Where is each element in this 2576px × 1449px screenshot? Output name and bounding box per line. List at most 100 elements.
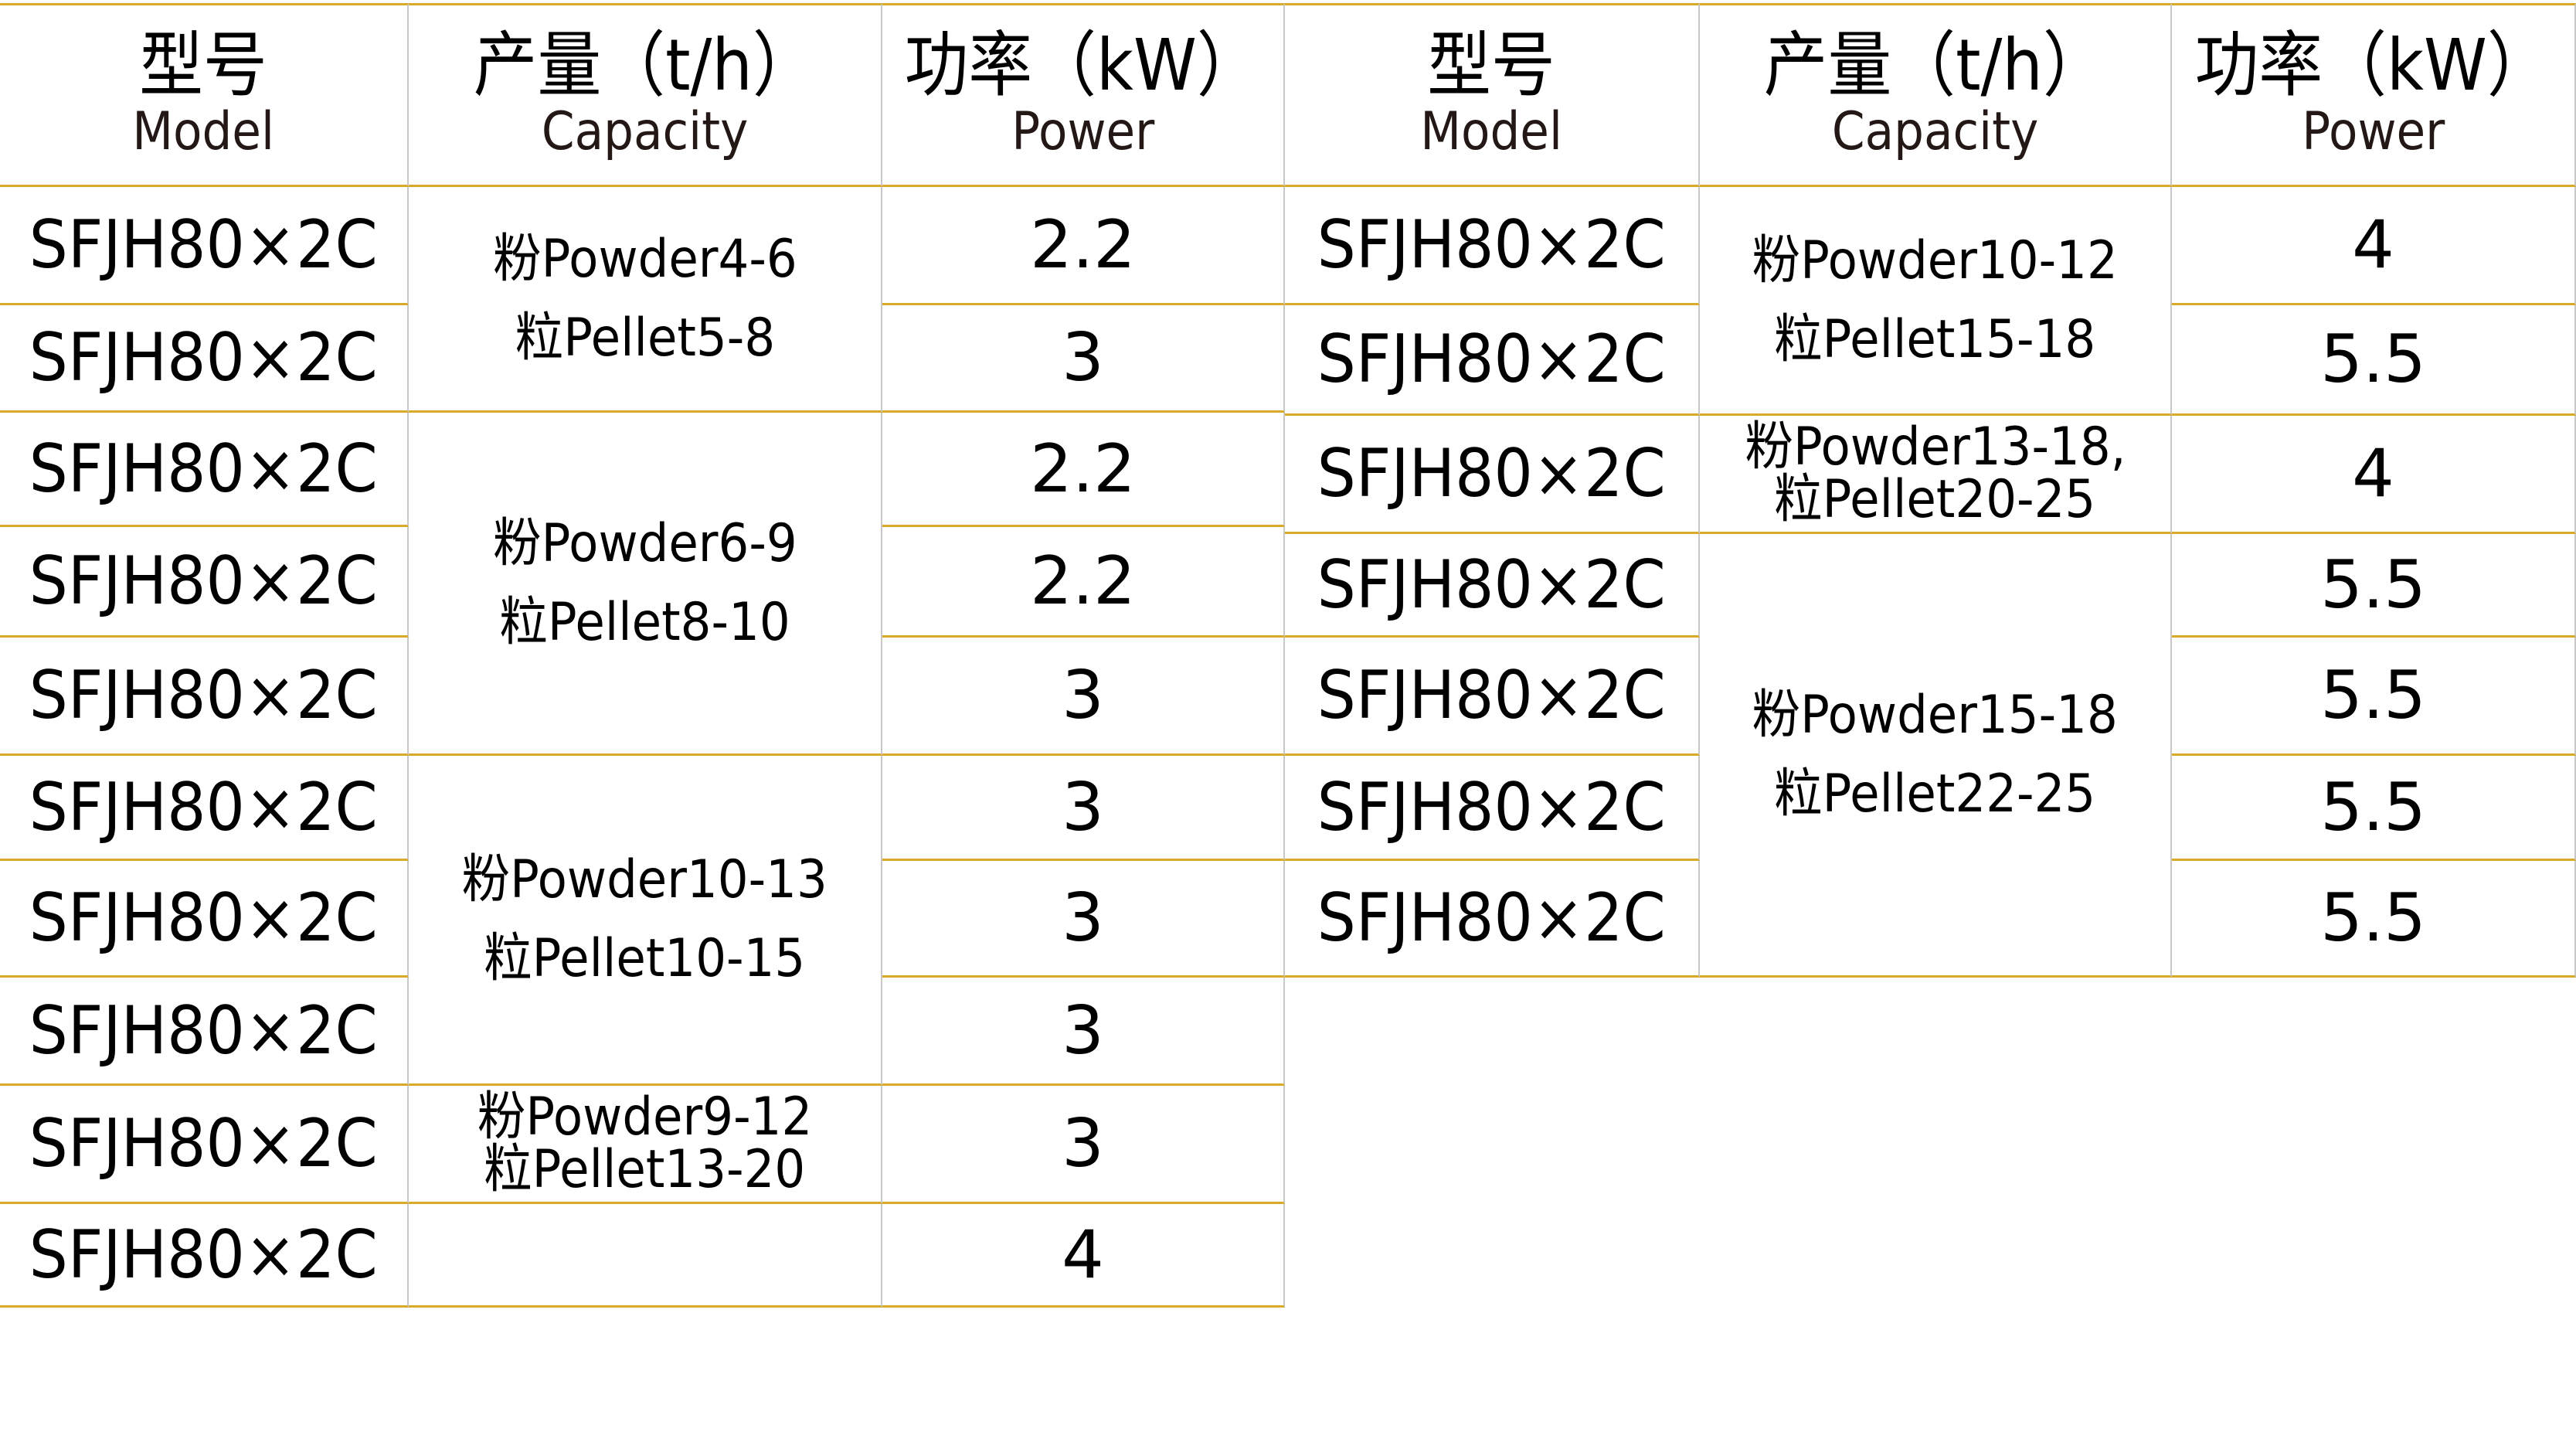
power-cell: 4 — [2172, 416, 2576, 534]
header-cell-capacity: 产量（t/h） Capacity — [1700, 3, 2172, 187]
power-cell: 5.5 — [2172, 756, 2576, 861]
capacity-cell: 粉Powder10-12 粒Pellet15-18 — [1700, 187, 2172, 416]
header-cell-model: 型号 Model — [0, 3, 409, 187]
header-zh: 型号 — [139, 24, 268, 107]
power-value: 3 — [1062, 768, 1104, 846]
header-cell-capacity: 产量（t/h） Capacity — [409, 3, 882, 187]
header-zh: 产量（t/h） — [1763, 24, 2107, 107]
model-cell: SFJH80×2C — [0, 978, 409, 1086]
model-cell: SFJH80×2C — [0, 756, 409, 861]
model-text: SFJH80×2C — [29, 657, 379, 734]
pellet-capacity: 粒Pellet20-25 — [1774, 469, 2096, 530]
header-zh: 型号 — [1427, 24, 1556, 107]
model-text: SFJH80×2C — [29, 1105, 379, 1182]
power-value: 3 — [1062, 992, 1104, 1070]
power-cell: 2.2 — [882, 413, 1285, 527]
power-cell: 3 — [882, 305, 1285, 413]
pellet-capacity: 粒Pellet15-18 — [1774, 308, 2096, 370]
model-text: SFJH80×2C — [29, 430, 379, 508]
power-value: 2.2 — [1030, 543, 1136, 620]
powder-capacity: 粉Powder6-9 — [492, 512, 797, 574]
capacity-cell — [409, 1204, 882, 1308]
pellet-capacity: 粒Pellet5-8 — [515, 307, 775, 369]
header-en: Capacity — [1831, 100, 2039, 162]
power-value: 3 — [1062, 1105, 1104, 1182]
model-cell: SFJH80×2C — [1285, 534, 1700, 638]
capacity-cell: 粉Powder4-6 粒Pellet5-8 — [409, 187, 882, 413]
power-value: 5.5 — [2320, 546, 2426, 624]
power-value: 5.5 — [2320, 879, 2426, 957]
power-value: 2.2 — [1030, 430, 1136, 508]
powder-capacity: 粉Powder13-18, — [1744, 417, 2126, 478]
model-text: SFJH80×2C — [1317, 435, 1667, 512]
power-value: 3 — [1062, 319, 1104, 396]
model-text: SFJH80×2C — [29, 879, 379, 957]
header-cell-power: 功率（kW） Power — [882, 3, 1285, 187]
capacity-cell: 粉Powder10-13 粒Pellet10-15 — [409, 756, 882, 1086]
model-text: SFJH80×2C — [29, 206, 379, 284]
model-cell: SFJH80×2C — [0, 1086, 409, 1204]
capacity-cell: 粉Powder6-9 粒Pellet8-10 — [409, 413, 882, 756]
header-en: Model — [132, 100, 275, 162]
pellet-capacity: 粒Pellet13-20 — [484, 1139, 806, 1200]
power-value: 3 — [1062, 879, 1104, 957]
model-text: SFJH80×2C — [29, 1216, 379, 1294]
model-cell: SFJH80×2C — [1285, 756, 1700, 861]
power-value: 4 — [2352, 435, 2394, 512]
power-value: 4 — [2352, 206, 2394, 284]
power-cell: 3 — [882, 978, 1285, 1086]
capacity-cell: 粉Powder9-12 粒Pellet13-20 — [409, 1086, 882, 1204]
header-en: Power — [2301, 100, 2445, 162]
model-cell: SFJH80×2C — [1285, 305, 1700, 416]
header-en: Power — [1011, 100, 1155, 162]
model-cell: SFJH80×2C — [1285, 861, 1700, 978]
model-cell: SFJH80×2C — [1285, 638, 1700, 756]
power-cell: 5.5 — [2172, 861, 2576, 978]
power-value: 3 — [1062, 657, 1104, 734]
header-zh: 功率（kW） — [2194, 24, 2552, 107]
pellet-capacity: 粒Pellet10-15 — [484, 928, 806, 989]
power-cell: 3 — [882, 861, 1285, 978]
power-value: 4 — [1062, 1216, 1104, 1294]
header-cell-model: 型号 Model — [1285, 3, 1700, 187]
power-cell: 2.2 — [882, 187, 1285, 305]
model-text: SFJH80×2C — [1317, 546, 1667, 624]
powder-capacity: 粉Powder10-12 — [1752, 230, 2119, 291]
model-text: SFJH80×2C — [1317, 206, 1667, 284]
header-zh: 产量（t/h） — [473, 24, 817, 107]
header-cell-power: 功率（kW） Power — [2172, 3, 2576, 187]
model-text: SFJH80×2C — [1317, 768, 1667, 846]
header-en: Model — [1420, 100, 1563, 162]
pellet-capacity: 粒Pellet8-10 — [499, 591, 790, 653]
power-cell: 3 — [882, 756, 1285, 861]
power-cell: 5.5 — [2172, 534, 2576, 638]
model-cell: SFJH80×2C — [0, 638, 409, 756]
power-value: 5.5 — [2320, 768, 2426, 846]
power-cell: 3 — [882, 638, 1285, 756]
power-cell: 3 — [882, 1086, 1285, 1204]
model-cell: SFJH80×2C — [1285, 416, 1700, 534]
power-cell: 5.5 — [2172, 638, 2576, 756]
power-cell: 4 — [882, 1204, 1285, 1308]
powder-capacity: 粉Powder9-12 — [477, 1087, 813, 1148]
capacity-cell: 粉Powder13-18, 粒Pellet20-25 — [1700, 416, 2172, 534]
model-cell: SFJH80×2C — [1285, 187, 1700, 305]
pellet-capacity: 粒Pellet22-25 — [1774, 763, 2096, 825]
model-text: SFJH80×2C — [1317, 879, 1667, 957]
model-cell: SFJH80×2C — [0, 861, 409, 978]
model-text: SFJH80×2C — [29, 319, 379, 396]
power-value: 5.5 — [2320, 321, 2426, 398]
capacity-cell: 粉Powder15-18 粒Pellet22-25 — [1700, 534, 2172, 978]
power-cell: 4 — [2172, 187, 2576, 305]
model-text: SFJH80×2C — [1317, 657, 1667, 734]
power-cell: 5.5 — [2172, 305, 2576, 416]
header-zh: 功率（kW） — [904, 24, 1262, 107]
model-cell: SFJH80×2C — [0, 527, 409, 638]
power-cell: 2.2 — [882, 527, 1285, 638]
power-value: 5.5 — [2320, 657, 2426, 734]
powder-capacity: 粉Powder4-6 — [492, 228, 797, 290]
model-cell: SFJH80×2C — [0, 305, 409, 413]
model-cell: SFJH80×2C — [0, 413, 409, 527]
model-cell: SFJH80×2C — [0, 1204, 409, 1308]
model-text: SFJH80×2C — [29, 543, 379, 620]
